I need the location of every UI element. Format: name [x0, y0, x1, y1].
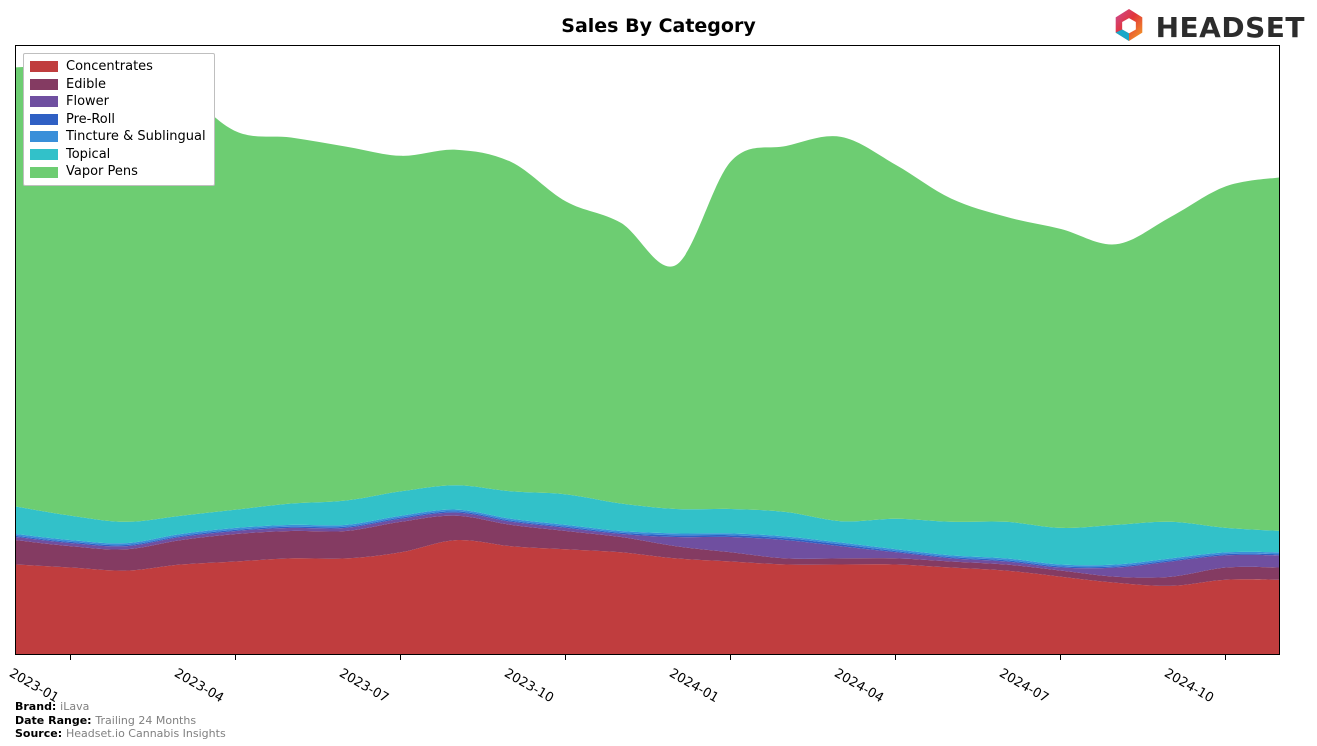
- legend-swatch: [30, 131, 58, 142]
- x-tick-mark: [70, 654, 71, 660]
- legend-item: Concentrates: [30, 58, 206, 76]
- legend-label: Topical: [66, 146, 110, 164]
- headset-logo: HEADSET: [1110, 6, 1305, 48]
- x-tick-mark: [565, 654, 566, 660]
- meta-value: Headset.io Cannabis Insights: [66, 727, 226, 740]
- x-tick-mark: [400, 654, 401, 660]
- legend-item: Pre-Roll: [30, 111, 206, 129]
- legend: ConcentratesEdibleFlowerPre-RollTincture…: [23, 53, 215, 186]
- legend-label: Tincture & Sublingual: [66, 128, 206, 146]
- meta-value: iLava: [60, 700, 89, 713]
- meta-value: Trailing 24 Months: [95, 714, 196, 727]
- meta-row: Source: Headset.io Cannabis Insights: [15, 727, 226, 740]
- legend-label: Flower: [66, 93, 109, 111]
- legend-swatch: [30, 61, 58, 72]
- legend-swatch: [30, 114, 58, 125]
- legend-swatch: [30, 149, 58, 160]
- legend-item: Topical: [30, 146, 206, 164]
- legend-swatch: [30, 167, 58, 178]
- legend-label: Concentrates: [66, 58, 153, 76]
- x-tick-label: 2024-07: [997, 666, 1052, 706]
- chart-container: ConcentratesEdibleFlowerPre-RollTincture…: [15, 45, 1280, 655]
- headset-logo-icon: [1110, 6, 1148, 48]
- x-tick-label: 2023-10: [502, 666, 557, 706]
- legend-label: Pre-Roll: [66, 111, 115, 129]
- meta-key: Source:: [15, 727, 66, 740]
- legend-label: Edible: [66, 76, 106, 94]
- x-tick-label: 2024-04: [832, 666, 887, 706]
- meta-row: Brand: iLava: [15, 700, 226, 713]
- legend-item: Vapor Pens: [30, 163, 206, 181]
- legend-swatch: [30, 96, 58, 107]
- x-tick-label: 2024-10: [1162, 666, 1217, 706]
- legend-item: Edible: [30, 76, 206, 94]
- headset-logo-text: HEADSET: [1156, 11, 1305, 44]
- plot-area: ConcentratesEdibleFlowerPre-RollTincture…: [15, 45, 1280, 655]
- meta-key: Brand:: [15, 700, 60, 713]
- meta-row: Date Range: Trailing 24 Months: [15, 714, 226, 727]
- meta-key: Date Range:: [15, 714, 95, 727]
- x-tick-mark: [1225, 654, 1226, 660]
- x-tick-label: 2024-01: [667, 666, 722, 706]
- x-tick-label: 2023-07: [337, 666, 392, 706]
- x-tick-mark: [1060, 654, 1061, 660]
- legend-item: Tincture & Sublingual: [30, 128, 206, 146]
- legend-item: Flower: [30, 93, 206, 111]
- x-tick-mark: [730, 654, 731, 660]
- chart-metadata: Brand: iLavaDate Range: Trailing 24 Mont…: [15, 700, 226, 740]
- legend-label: Vapor Pens: [66, 163, 138, 181]
- legend-swatch: [30, 79, 58, 90]
- x-tick-mark: [235, 654, 236, 660]
- x-tick-mark: [895, 654, 896, 660]
